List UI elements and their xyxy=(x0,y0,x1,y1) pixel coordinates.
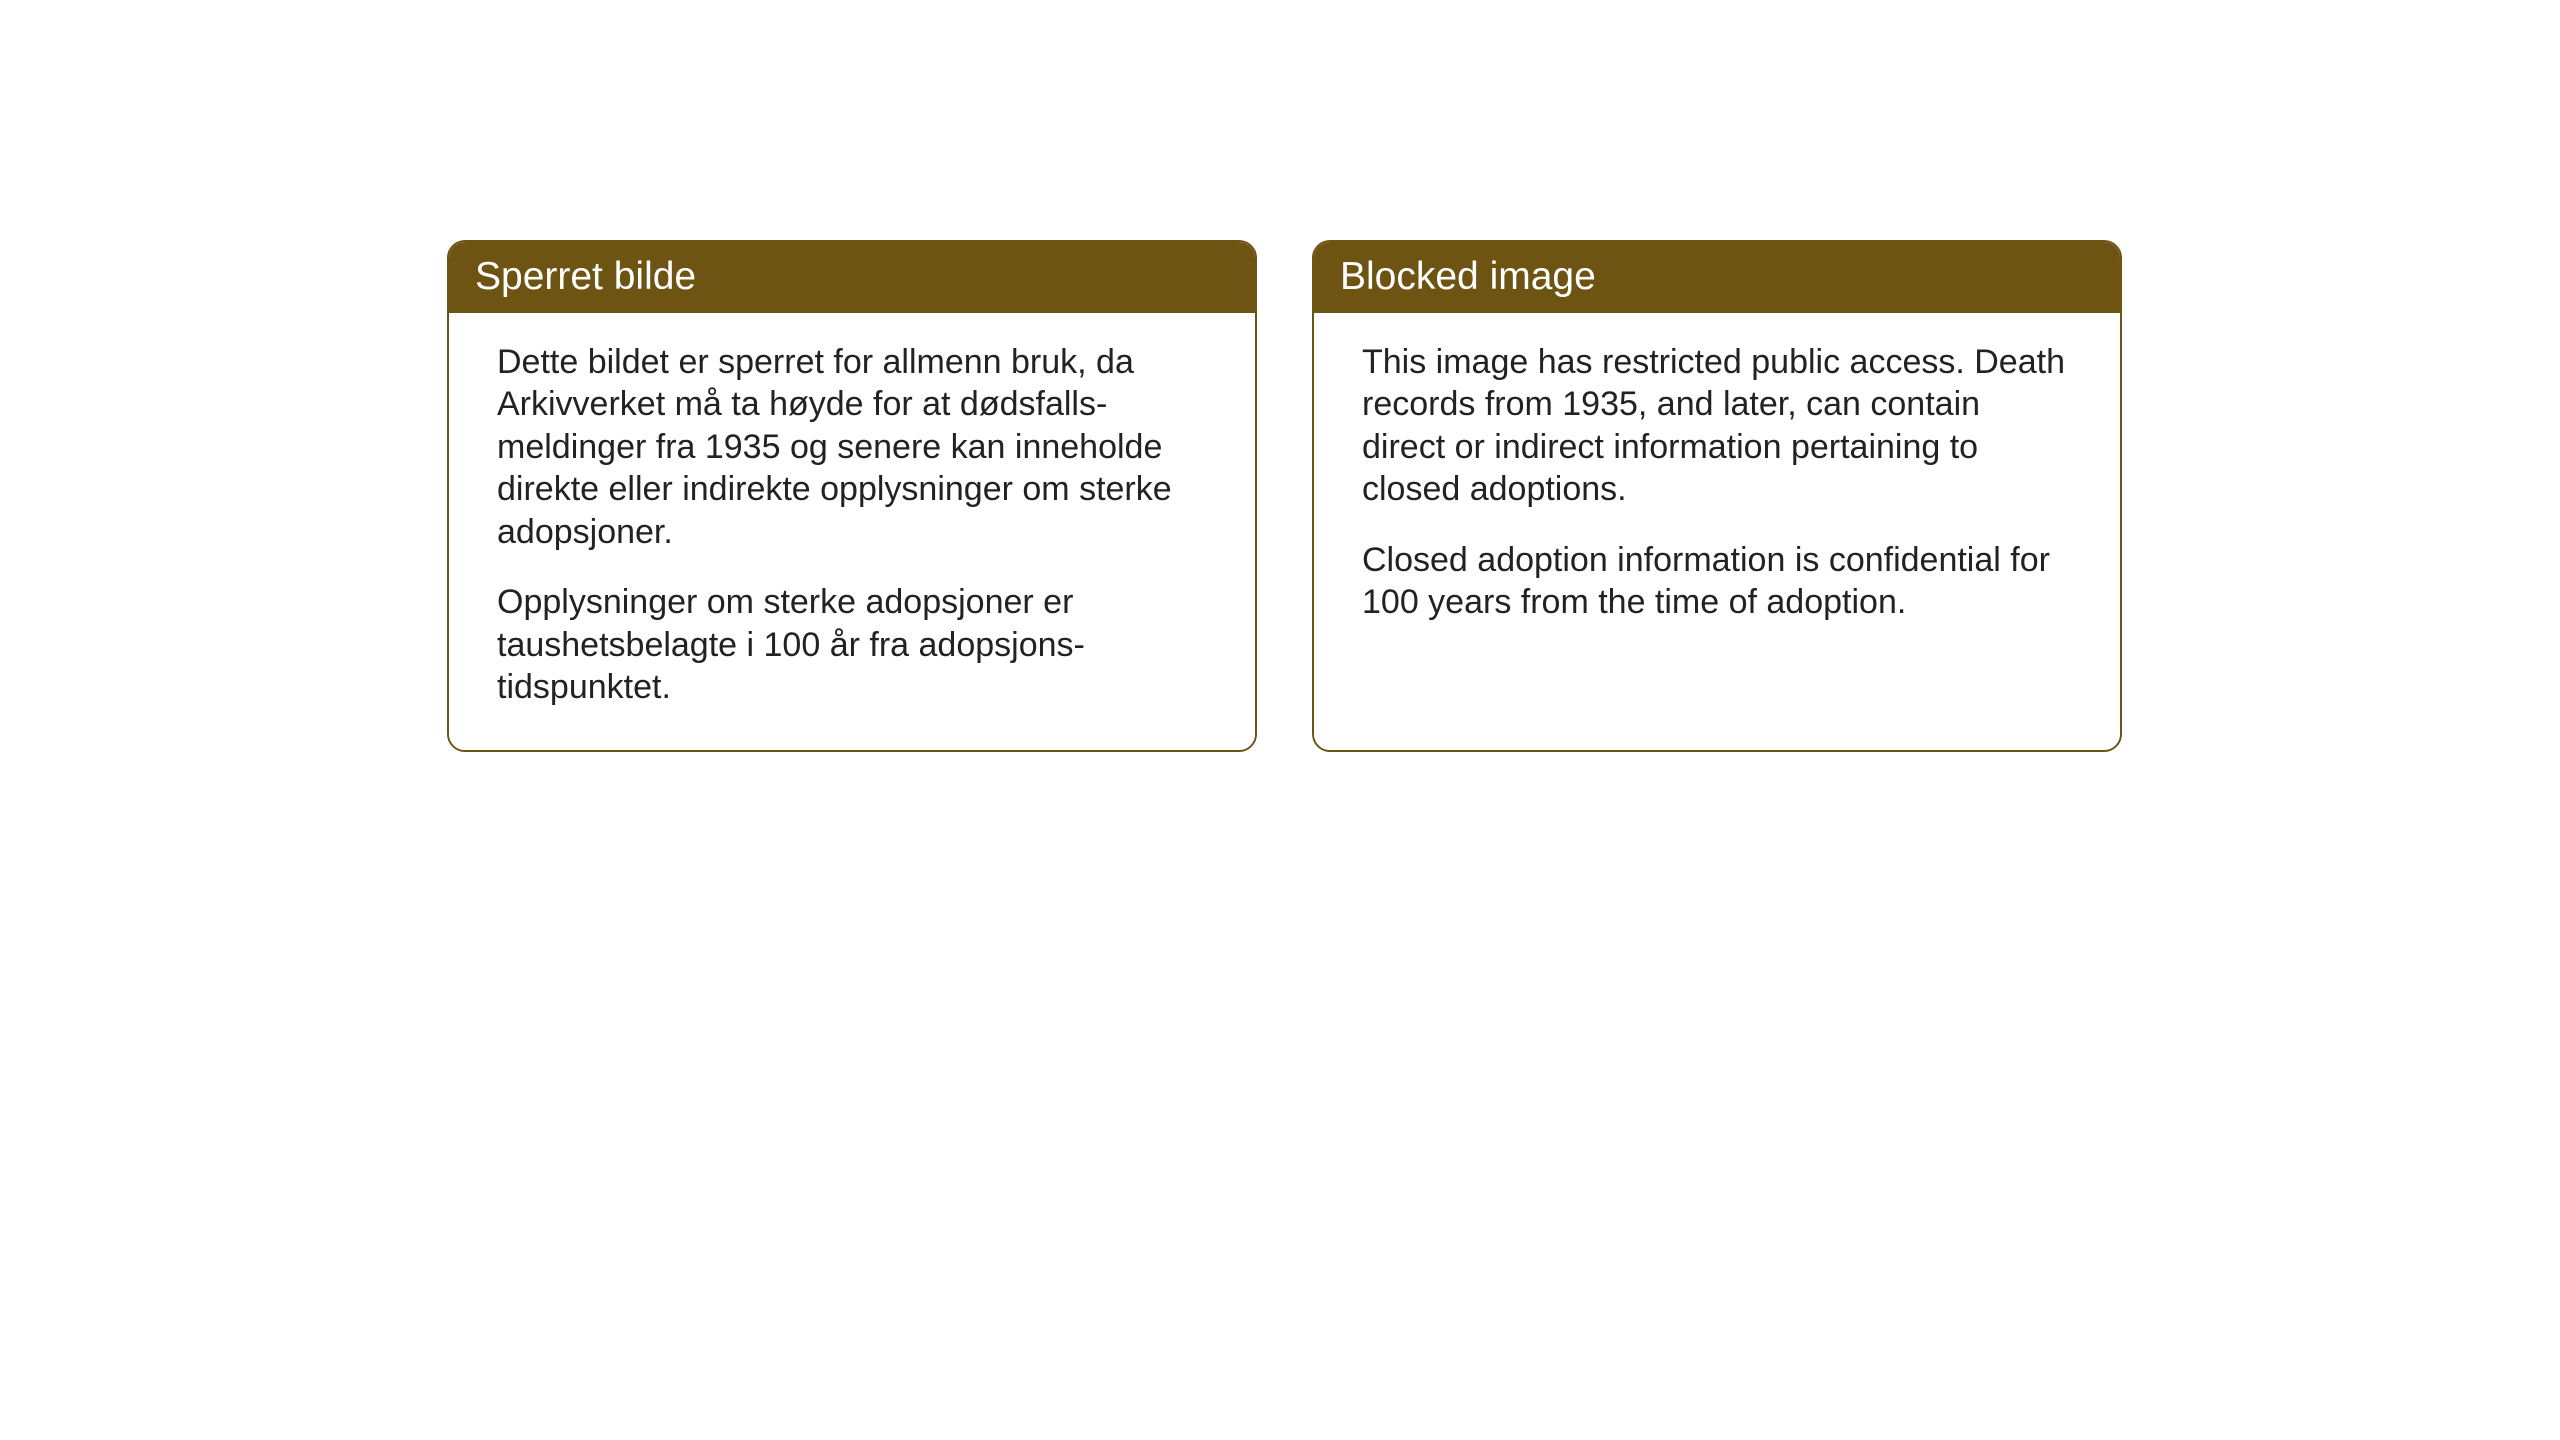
card-paragraph: Closed adoption information is confident… xyxy=(1362,539,2072,624)
card-body-english: This image has restricted public access.… xyxy=(1314,313,2120,750)
card-paragraph: Dette bildet er sperret for allmenn bruk… xyxy=(497,341,1207,554)
card-paragraph: Opplysninger om sterke adopsjoner er tau… xyxy=(497,581,1207,709)
card-header-english: Blocked image xyxy=(1314,242,2120,313)
card-header-norwegian: Sperret bilde xyxy=(449,242,1255,313)
card-paragraph: This image has restricted public access.… xyxy=(1362,341,2072,511)
notice-cards-container: Sperret bilde Dette bildet er sperret fo… xyxy=(447,240,2122,752)
notice-card-english: Blocked image This image has restricted … xyxy=(1312,240,2122,752)
card-body-norwegian: Dette bildet er sperret for allmenn bruk… xyxy=(449,313,1255,750)
notice-card-norwegian: Sperret bilde Dette bildet er sperret fo… xyxy=(447,240,1257,752)
